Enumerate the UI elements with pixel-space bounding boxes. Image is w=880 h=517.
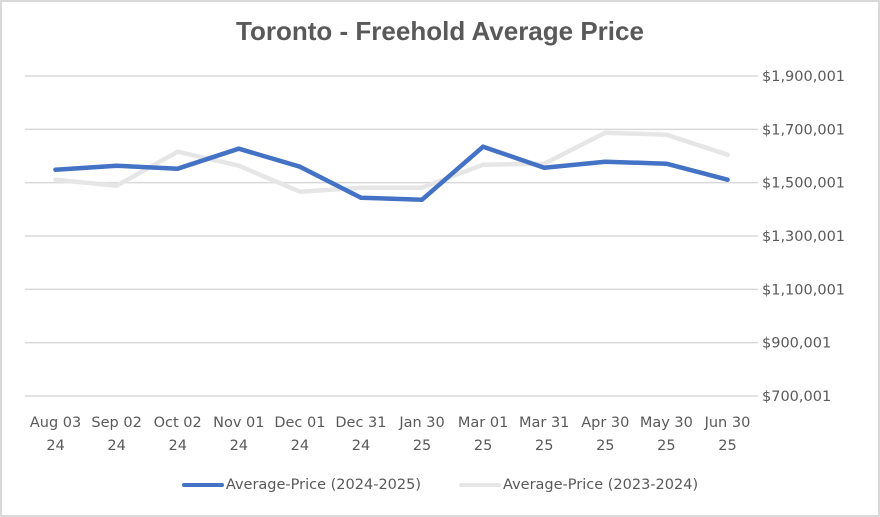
- x-tick-label: Nov 01: [213, 415, 264, 431]
- data-point-2024-2025[interactable]: [236, 146, 241, 151]
- x-tick-label: Jan 30: [398, 415, 444, 431]
- x-tick-label-year: 25: [535, 438, 553, 454]
- series-lines: [53, 130, 730, 202]
- data-point-2023-2024[interactable]: [175, 149, 180, 154]
- legend-item-2023-2024[interactable]: Average-Price (2023-2024): [459, 477, 698, 493]
- x-tick-label-year: 24: [168, 438, 186, 454]
- data-point-2024-2025[interactable]: [480, 144, 486, 149]
- data-point-2024-2025[interactable]: [664, 161, 669, 166]
- y-tick-label: $900,001: [762, 336, 831, 352]
- chart-title: Toronto - Freehold Average Price: [236, 16, 644, 46]
- legend-swatch-2024-2025: [181, 483, 224, 487]
- x-tick-label-year: 25: [474, 438, 492, 454]
- data-point-2024-2025[interactable]: [53, 167, 58, 172]
- x-tick-label: Aug 03: [30, 415, 81, 431]
- data-point-2024-2025[interactable]: [297, 164, 303, 169]
- data-point-2024-2025[interactable]: [419, 197, 425, 202]
- x-tick-label-year: 25: [657, 438, 675, 454]
- x-tick-label: Mar 31: [519, 415, 569, 431]
- data-point-2023-2024[interactable]: [725, 152, 730, 157]
- data-point-2024-2025[interactable]: [358, 195, 364, 200]
- x-tick-label-year: 25: [596, 438, 614, 454]
- x-tick-label: Jun 30: [704, 415, 751, 431]
- x-tick-label: Mar 01: [458, 415, 508, 431]
- x-tick-label: Dec 01: [274, 415, 325, 431]
- y-tick-label: $1,100,001: [762, 282, 845, 298]
- y-axis-ticks: $1,900,001 $1,700,001 $1,500,001 $1,300,001…: [762, 69, 845, 405]
- x-tick-label-year: 24: [46, 438, 64, 454]
- data-point-2024-2025[interactable]: [542, 165, 547, 170]
- legend-swatch-2023-2024: [459, 483, 501, 487]
- x-tick-label: Apr 30: [581, 415, 629, 431]
- y-tick-label: $1,700,001: [762, 122, 845, 138]
- data-point-2023-2024[interactable]: [542, 161, 547, 166]
- y-tick-label: $1,500,001: [762, 176, 845, 192]
- data-point-2023-2024[interactable]: [114, 183, 119, 188]
- legend: Average-Price (2024-2025) Average-Price …: [0, 477, 880, 493]
- y-tick-label: $700,001: [762, 389, 831, 405]
- series-line-2024-2025[interactable]: [53, 144, 730, 202]
- legend-label-2024-2025: Average-Price (2024-2025): [225, 477, 421, 493]
- x-tick-label: Dec 31: [335, 415, 386, 431]
- data-point-2023-2024[interactable]: [297, 189, 303, 194]
- x-tick-label: May 30: [640, 415, 693, 431]
- data-point-2024-2025[interactable]: [114, 163, 119, 168]
- x-tick-label-year: 25: [413, 438, 431, 454]
- data-point-2023-2024[interactable]: [480, 162, 486, 167]
- data-point-2023-2024[interactable]: [53, 177, 58, 182]
- data-point-2023-2024[interactable]: [358, 185, 364, 190]
- legend-label-2023-2024: Average-Price (2023-2024): [503, 477, 699, 493]
- x-tick-label-year: 24: [230, 438, 248, 454]
- legend-item-2024-2025[interactable]: Average-Price (2024-2025): [181, 477, 421, 493]
- x-tick-label-year: 25: [718, 438, 736, 454]
- x-tick-label-year: 24: [291, 438, 309, 454]
- data-point-2024-2025[interactable]: [725, 177, 730, 182]
- y-tick-label: $1,300,001: [762, 229, 845, 245]
- x-tick-label: Sep 02: [91, 415, 141, 431]
- x-tick-label: Oct 02: [154, 415, 202, 431]
- data-point-2024-2025[interactable]: [175, 166, 180, 171]
- data-point-2023-2024[interactable]: [419, 185, 425, 190]
- data-point-2023-2024[interactable]: [603, 130, 608, 135]
- x-axis-ticks: Aug 03 24 Sep 02 24 Oct 02 24 Nov 01 24 Dec 01 24…: [30, 415, 750, 454]
- data-point-2023-2024[interactable]: [236, 163, 241, 168]
- series-line-2023-2024[interactable]: [53, 130, 730, 194]
- data-point-2024-2025[interactable]: [603, 159, 608, 164]
- y-tick-label: $1,900,001: [762, 69, 845, 85]
- data-point-2023-2024[interactable]: [664, 132, 669, 137]
- x-tick-label-year: 24: [107, 438, 125, 454]
- x-tick-label-year: 24: [352, 438, 370, 454]
- gridlines: [25, 75, 758, 397]
